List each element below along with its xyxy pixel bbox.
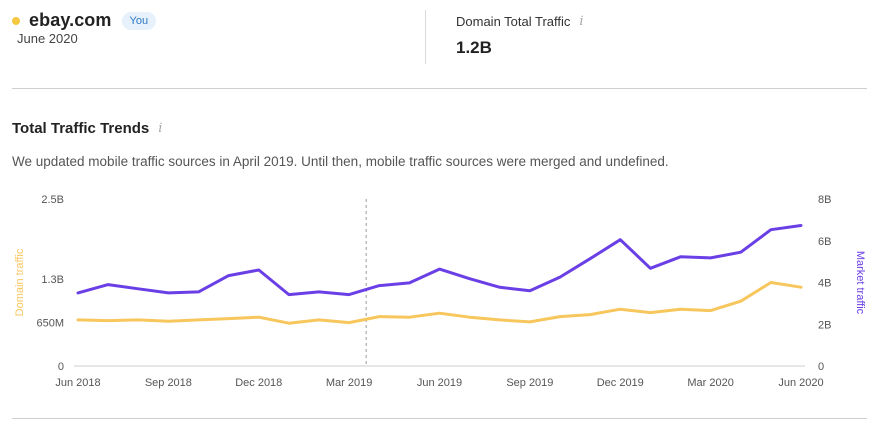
y-left-tick-label: 650M bbox=[36, 318, 64, 330]
domain-color-dot bbox=[12, 16, 20, 25]
you-badge: You bbox=[121, 11, 157, 30]
y-right-tick-label: 8B bbox=[818, 194, 831, 206]
y-left-tick-label: 0 bbox=[58, 361, 64, 373]
x-tick-label: Jun 2019 bbox=[417, 377, 462, 389]
y-right-tick-label: 4B bbox=[818, 278, 831, 290]
metric-title: Domain Total Traffic bbox=[456, 14, 571, 29]
x-tick-label: Dec 2018 bbox=[235, 377, 282, 389]
y-left-tick-label: 1.3B bbox=[41, 274, 64, 286]
market-traffic-line bbox=[76, 224, 803, 297]
section-title: Total Traffic Trends bbox=[12, 120, 150, 137]
header-divider bbox=[425, 10, 426, 64]
y-left-tick-label: 2.5B bbox=[41, 194, 64, 206]
domain-total-traffic: Domain Total Traffic i 1.2B bbox=[456, 14, 584, 57]
x-tick-label: Sep 2019 bbox=[506, 377, 553, 389]
x-tick-label: Jun 2018 bbox=[55, 377, 100, 389]
y-right-tick-label: 2B bbox=[818, 319, 831, 331]
info-icon[interactable]: i bbox=[579, 14, 584, 29]
metric-title-row: Domain Total Traffic i bbox=[456, 14, 584, 29]
section-divider-bottom bbox=[12, 418, 867, 419]
period-label: June 2020 bbox=[17, 31, 78, 46]
domain-name[interactable]: ebay.com bbox=[29, 10, 112, 30]
y-right-tick-label: 6B bbox=[818, 236, 831, 248]
y-right-axis-title: Market traffic bbox=[854, 251, 866, 315]
domain-row: ebay.com You bbox=[12, 10, 157, 31]
total-traffic-chart[interactable]: 0 650M 1.3B 2.5B 0 2B 4B 6B 8B Jun 2018 Sep 2018 De… bbox=[0, 185, 885, 400]
domain-block: ebay.com You bbox=[12, 10, 157, 31]
x-tick-label: Jun 2020 bbox=[778, 377, 823, 389]
traffic-notice: We updated mobile traffic sources in Apr… bbox=[12, 154, 669, 169]
y-right-tick-label: 0 bbox=[818, 361, 824, 373]
header: ebay.com You June 2020 Domain Total Traf… bbox=[0, 0, 885, 88]
x-tick-label: Mar 2020 bbox=[687, 377, 733, 389]
metric-value: 1.2B bbox=[456, 38, 492, 57]
x-tick-label: Dec 2019 bbox=[597, 377, 644, 389]
section-title-row: Total Traffic Trends i bbox=[12, 120, 162, 137]
x-tick-label: Sep 2018 bbox=[145, 377, 192, 389]
section-divider-top bbox=[12, 88, 867, 89]
y-left-axis-title: Domain traffic bbox=[14, 248, 26, 316]
info-icon[interactable]: i bbox=[158, 121, 163, 136]
x-tick-label: Mar 2019 bbox=[326, 377, 372, 389]
domain-traffic-line bbox=[76, 281, 803, 325]
